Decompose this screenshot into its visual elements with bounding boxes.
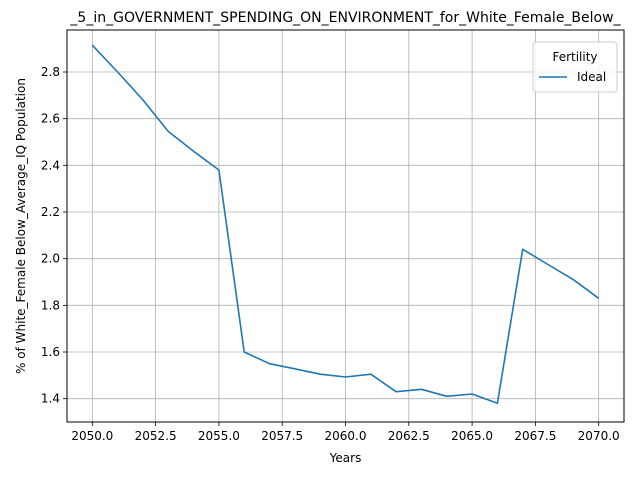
- x-tick-label: 2057.5: [261, 429, 303, 443]
- y-tick-label: 2.4: [41, 158, 60, 172]
- x-tick-label: 2070.0: [578, 429, 620, 443]
- y-axis-label: % of White_Female Below_Average_IQ Popul…: [14, 78, 28, 374]
- legend-title: Fertility: [552, 50, 597, 64]
- y-tick-label: 2.6: [41, 112, 60, 126]
- y-tick-label: 1.4: [41, 392, 60, 406]
- x-axis-ticks: 2050.0 2052.5 2055.0 2057.5 2060.0 2062.5 2065…: [71, 422, 619, 443]
- x-axis-label: Years: [329, 451, 362, 465]
- x-tick-label: 2067.5: [514, 429, 556, 443]
- legend-label-ideal: Ideal: [577, 70, 606, 84]
- y-tick-label: 1.8: [41, 298, 60, 312]
- x-tick-label: 2060.0: [325, 429, 367, 443]
- y-tick-label: 2.0: [41, 252, 60, 266]
- chart-title: _5_in_GOVERNMENT_SPENDING_ON_ENVIRONMENT…: [69, 10, 621, 26]
- y-axis-ticks: 1.4 1.6 1.8 2.0 2.2 2.4 2.6 2.8: [41, 65, 67, 406]
- x-tick-label: 2055.0: [198, 429, 240, 443]
- y-tick-label: 2.8: [41, 65, 60, 79]
- x-tick-label: 2052.5: [135, 429, 177, 443]
- x-tick-label: 2050.0: [71, 429, 113, 443]
- x-tick-label: 2062.5: [388, 429, 430, 443]
- y-tick-label: 1.6: [41, 345, 60, 359]
- x-tick-label: 2065.0: [451, 429, 493, 443]
- y-tick-label: 2.2: [41, 205, 60, 219]
- legend: Fertility Ideal: [533, 42, 617, 92]
